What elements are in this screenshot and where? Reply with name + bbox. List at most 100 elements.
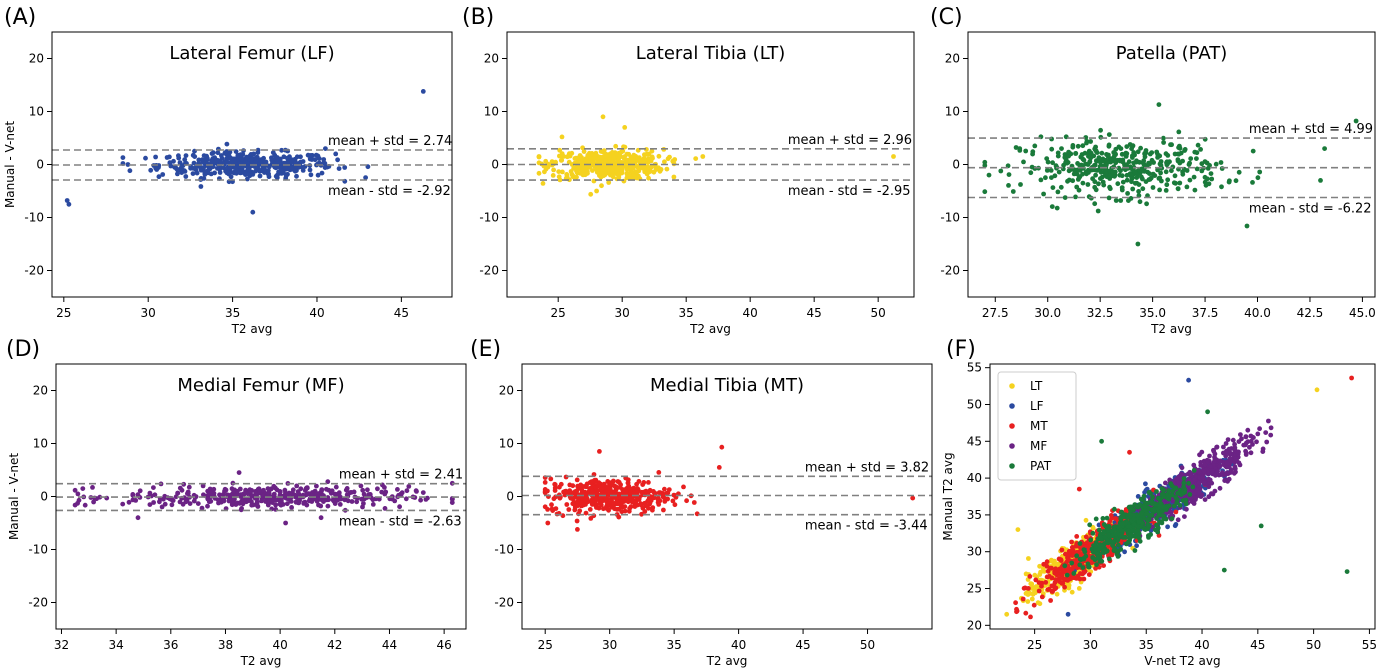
point-pat (1118, 527, 1124, 533)
data-point (681, 484, 686, 490)
data-point (644, 170, 650, 176)
data-point (257, 488, 263, 494)
data-point (605, 169, 611, 174)
point-pat (1062, 563, 1068, 569)
data-point (593, 496, 599, 502)
data-point (300, 168, 306, 173)
data-point (1198, 147, 1203, 152)
data-point (183, 174, 189, 179)
y-tick-label: -10 (28, 543, 48, 557)
point-pat (1077, 541, 1083, 546)
data-point (137, 488, 143, 494)
point-lf (1134, 543, 1139, 549)
data-point (579, 158, 585, 164)
data-point (557, 484, 562, 490)
data-point (304, 491, 310, 497)
point-mf (1227, 456, 1233, 461)
data-point (324, 164, 330, 170)
data-point (564, 154, 570, 160)
data-point (1140, 160, 1146, 165)
data-point (1135, 149, 1141, 155)
data-point (616, 479, 622, 485)
data-point (229, 486, 235, 492)
data-point (662, 159, 667, 165)
point-pat (1136, 535, 1142, 541)
data-point (646, 480, 651, 485)
data-point (570, 501, 576, 507)
y-tick-label: -10 (24, 211, 44, 225)
data-point (335, 497, 340, 503)
point-pat (1175, 490, 1180, 496)
point-mf (1260, 449, 1266, 454)
point-pat (1081, 547, 1087, 552)
point-mf (1182, 514, 1187, 519)
data-point (1218, 160, 1224, 165)
legend-marker-lf (1009, 403, 1015, 409)
y-tick-label: 55 (967, 361, 982, 375)
lower-label: mean - std = -6.22 (1249, 201, 1372, 216)
x-tick-label: 25 (551, 306, 566, 320)
data-point (1118, 198, 1124, 203)
data-point (641, 155, 647, 161)
point-mt (1086, 572, 1092, 577)
data-point (550, 508, 556, 513)
data-point (671, 492, 677, 498)
data-point (581, 149, 587, 155)
point-pat (1095, 555, 1100, 561)
point-pat (1126, 539, 1131, 545)
point-mt (1127, 449, 1132, 455)
data-point (1076, 175, 1082, 181)
data-point (1110, 170, 1116, 175)
data-point (321, 157, 327, 162)
point-pat (1088, 537, 1094, 543)
y-tick-label: 0 (506, 490, 514, 504)
data-point (1138, 145, 1143, 151)
data-point (566, 507, 572, 512)
data-point (321, 499, 326, 504)
data-point (335, 157, 340, 163)
data-point (1098, 160, 1103, 165)
point-pat (1155, 529, 1161, 535)
y-tick-label: 20 (29, 52, 44, 66)
data-point (1130, 155, 1135, 160)
data-point (645, 164, 651, 170)
data-point (583, 484, 589, 490)
point-mf (1247, 444, 1252, 450)
data-point (651, 489, 656, 494)
data-point (1187, 160, 1192, 166)
point-mf (1211, 447, 1216, 453)
data-point (1134, 175, 1140, 181)
data-point (1194, 166, 1200, 172)
y-tick-label: -20 (940, 264, 960, 278)
point-mt (1039, 583, 1044, 589)
point-pat (1112, 506, 1117, 512)
point-mf (1212, 451, 1218, 457)
data-point (1149, 150, 1155, 156)
point-pat (1064, 572, 1070, 578)
data-point (606, 180, 612, 185)
upper-label: mean + std = 2.96 (788, 133, 912, 148)
data-point (1128, 196, 1134, 201)
data-point (700, 154, 706, 159)
point-lt (1026, 556, 1031, 561)
point-pat (1191, 468, 1197, 473)
point-pat (1139, 510, 1144, 515)
point-pat (1121, 520, 1127, 526)
x-axis-label: V-net T2 avg (1144, 654, 1220, 668)
data-point (569, 162, 575, 167)
point-pat (1115, 548, 1121, 554)
data-point (588, 516, 594, 521)
upper-label: mean + std = 3.82 (805, 460, 929, 475)
data-point (159, 504, 165, 510)
x-tick-label: 45 (1250, 638, 1265, 652)
point-mf (1208, 464, 1213, 469)
data-point (397, 504, 402, 510)
data-point (1021, 159, 1026, 165)
data-point (1244, 223, 1250, 229)
data-point (1073, 151, 1079, 156)
point-pat (1105, 532, 1111, 538)
point-pat (1115, 554, 1121, 559)
point-mt (1045, 587, 1051, 592)
data-point (594, 188, 599, 194)
data-point (403, 496, 409, 502)
